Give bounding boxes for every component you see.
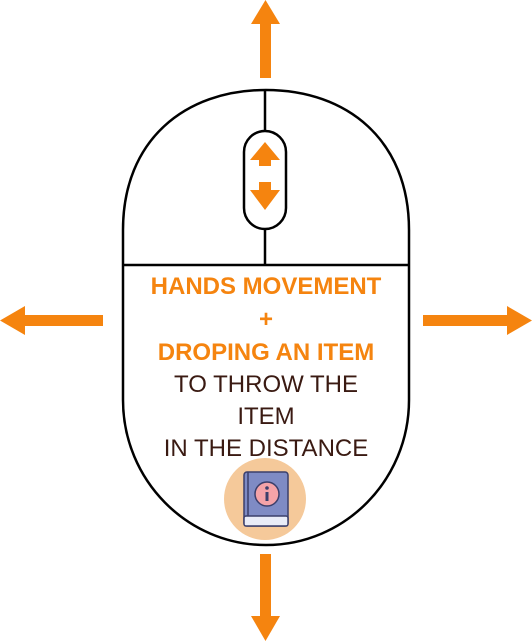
text-hands-movement: HANDS MOVEMENT: [150, 273, 382, 300]
text-in-the-distance: IN THE DISTANCE: [163, 435, 369, 462]
text-plus: +: [258, 306, 273, 333]
info-book-icon: [224, 458, 306, 540]
text-item: ITEM: [237, 403, 295, 430]
arrow-up-icon: [251, 0, 280, 78]
scroll-arrows-icon: [250, 142, 280, 210]
text-to-throw-the: TO THROW THE: [173, 371, 358, 398]
mouse-body: [121, 88, 411, 547]
arrow-down-icon: [251, 554, 280, 641]
text-droping-an-item: DROPING AN ITEM: [157, 339, 375, 366]
arrow-right-icon: [423, 306, 532, 335]
arrow-left-icon: [0, 306, 103, 335]
